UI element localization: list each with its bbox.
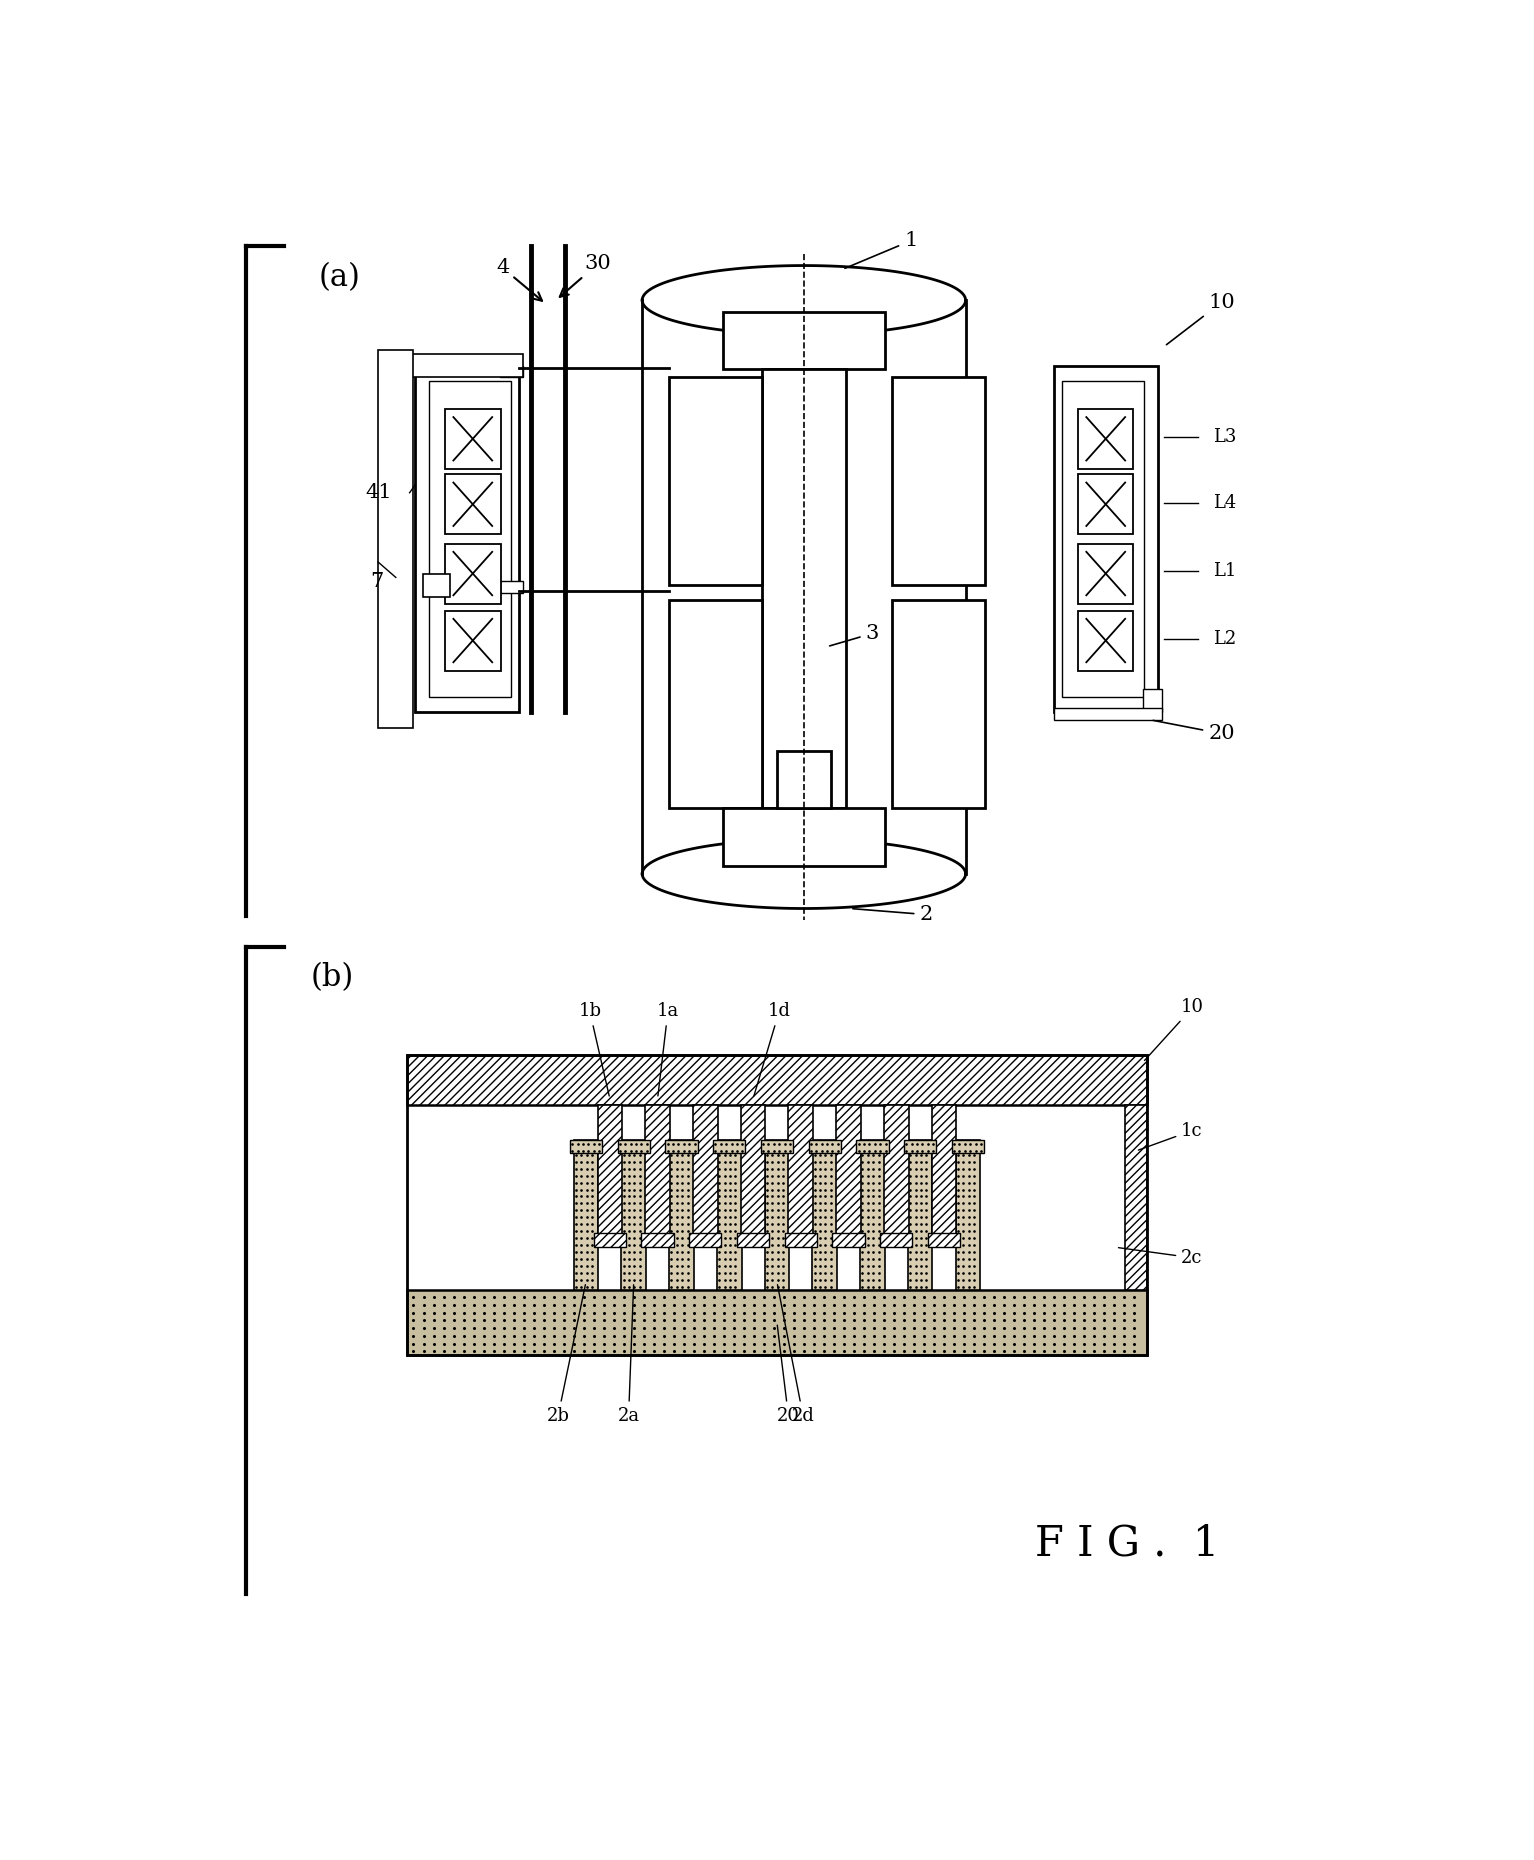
Bar [723,312,885,370]
Bar [1054,366,1158,712]
Bar [423,573,449,597]
Bar [1054,709,1161,720]
Bar [928,1233,960,1248]
Bar [836,1105,861,1248]
Bar [408,1055,1146,1356]
Bar [893,378,985,586]
Bar [416,366,518,712]
Text: L3: L3 [1213,428,1236,446]
Bar [1143,688,1161,712]
Text: 41: 41 [365,484,391,502]
Bar [445,543,500,604]
Bar [784,1233,818,1248]
Bar [411,353,523,378]
Bar [904,1140,936,1153]
Bar [881,1233,913,1248]
Text: L2: L2 [1213,631,1236,647]
Bar [713,1140,746,1153]
Bar [598,1105,623,1248]
Text: F I G .  1: F I G . 1 [1035,1523,1220,1564]
Bar [408,1289,1146,1356]
Text: 2d: 2d [778,1285,815,1425]
Text: 2c: 2c [1118,1248,1203,1267]
Bar [856,1140,888,1153]
Bar [621,1140,646,1289]
Text: 2: 2 [853,906,933,924]
Text: 1c: 1c [1138,1122,1203,1149]
Text: 30: 30 [560,255,611,298]
Bar [666,1140,698,1153]
Bar [693,1105,718,1248]
Text: 7: 7 [370,571,384,591]
Bar [776,370,831,428]
Text: L4: L4 [1213,493,1236,512]
Bar [646,1105,670,1248]
Bar [445,610,500,671]
Text: 10: 10 [1166,292,1235,344]
Text: 4: 4 [495,259,542,301]
Bar [377,350,413,727]
Bar [569,1140,603,1153]
Text: (b): (b) [311,962,354,993]
Bar [908,1140,933,1289]
Bar [761,370,847,809]
Bar [445,409,500,469]
Bar [641,1233,673,1248]
Bar [884,1105,908,1248]
Bar [618,1140,650,1153]
Bar [669,1140,693,1289]
Bar [776,751,831,809]
Bar [741,1105,765,1248]
Bar [931,1105,956,1248]
Bar [669,601,761,809]
Bar [951,1140,985,1153]
Text: 1a: 1a [657,1003,680,1096]
Bar [1124,1105,1146,1289]
Bar [669,378,761,586]
Bar [956,1140,980,1289]
Bar [788,1105,813,1248]
Bar [808,1140,841,1153]
Bar [736,1233,769,1248]
Bar [1062,381,1144,698]
Bar [689,1233,721,1248]
Bar [764,1140,790,1289]
Bar [408,1055,1146,1105]
Text: 3: 3 [830,623,879,645]
Bar [594,1233,626,1248]
Bar [716,1140,741,1289]
Text: 2a: 2a [618,1285,640,1425]
Bar [723,809,885,867]
Bar [833,1233,865,1248]
Text: 1b: 1b [578,1003,609,1096]
Bar [893,601,985,809]
Text: 20: 20 [776,1324,799,1425]
Bar [500,582,523,593]
Text: 10: 10 [1144,999,1204,1060]
Text: 1: 1 [845,231,917,268]
Text: 20: 20 [1154,720,1235,744]
Bar [574,1140,598,1289]
Bar [445,474,500,534]
Text: (a): (a) [319,262,360,292]
Bar [1078,409,1134,469]
Bar [861,1140,885,1289]
Bar [813,1140,838,1289]
Text: L1: L1 [1213,562,1236,580]
Bar [1078,543,1134,604]
Bar [408,1105,1146,1289]
Bar [430,381,511,698]
Bar [1078,474,1134,534]
Bar [500,366,523,378]
Bar [761,1140,793,1153]
Text: 2b: 2b [546,1285,586,1425]
Text: 1d: 1d [753,1003,790,1096]
Bar [1078,610,1134,671]
